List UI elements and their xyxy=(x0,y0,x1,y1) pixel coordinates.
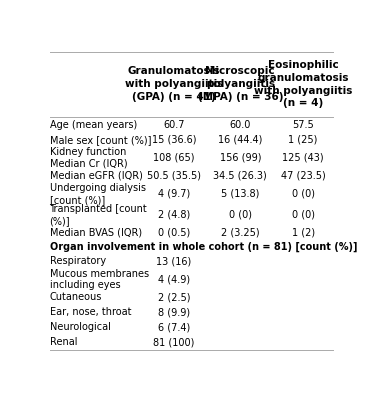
Text: Kidney function
Median Cr (IQR): Kidney function Median Cr (IQR) xyxy=(50,147,127,169)
Text: 108 (65): 108 (65) xyxy=(153,153,195,163)
Text: Cutaneous: Cutaneous xyxy=(50,292,102,302)
Text: 16 (44.4): 16 (44.4) xyxy=(218,135,263,145)
Text: Transplanted [count
(%)]: Transplanted [count (%)] xyxy=(50,204,147,226)
Text: 81 (100): 81 (100) xyxy=(153,337,194,347)
Text: Renal: Renal xyxy=(50,337,77,347)
Text: 4 (9.7): 4 (9.7) xyxy=(158,189,190,199)
Text: 156 (99): 156 (99) xyxy=(220,153,261,163)
Text: 2 (2.5): 2 (2.5) xyxy=(157,292,190,302)
Text: Neurological: Neurological xyxy=(50,322,110,332)
Text: 0 (0): 0 (0) xyxy=(229,210,252,220)
Text: Organ involvement in whole cohort (n = 81) [count (%)]: Organ involvement in whole cohort (n = 8… xyxy=(50,242,357,252)
Text: 2 (4.8): 2 (4.8) xyxy=(158,210,190,220)
Text: 15 (36.6): 15 (36.6) xyxy=(151,135,196,145)
Text: Granulomatosis
with polyangiitis
(GPA) (n = 41): Granulomatosis with polyangiitis (GPA) (… xyxy=(125,66,223,102)
Text: 0 (0): 0 (0) xyxy=(292,189,315,199)
Text: Ear, nose, throat: Ear, nose, throat xyxy=(50,308,131,318)
Text: Mucous membranes
including eyes: Mucous membranes including eyes xyxy=(50,269,149,290)
Text: 5 (13.8): 5 (13.8) xyxy=(221,189,260,199)
Text: Eosinophilic
granulomatosis
with polyangiitis
(n = 4): Eosinophilic granulomatosis with polyang… xyxy=(254,60,352,108)
Text: 60.7: 60.7 xyxy=(163,120,185,130)
Text: 60.0: 60.0 xyxy=(230,120,251,130)
Text: 4 (4.9): 4 (4.9) xyxy=(158,274,190,284)
Text: 2 (3.25): 2 (3.25) xyxy=(221,228,260,238)
Text: 13 (16): 13 (16) xyxy=(156,256,191,266)
Text: 34.5 (26.3): 34.5 (26.3) xyxy=(213,171,267,181)
Text: Microscopic
polyangiitis
(MPA) (n = 36): Microscopic polyangiitis (MPA) (n = 36) xyxy=(198,66,283,102)
Text: Age (mean years): Age (mean years) xyxy=(50,120,137,130)
Text: 0 (0.5): 0 (0.5) xyxy=(158,228,190,238)
Text: 57.5: 57.5 xyxy=(292,120,314,130)
Text: 47 (23.5): 47 (23.5) xyxy=(281,171,326,181)
Text: 1 (2): 1 (2) xyxy=(292,228,315,238)
Text: Respiratory: Respiratory xyxy=(50,256,106,266)
Text: Median BVAS (IQR): Median BVAS (IQR) xyxy=(50,228,142,238)
Text: Undergoing dialysis
[count (%)]: Undergoing dialysis [count (%)] xyxy=(50,183,145,205)
Text: 8 (9.9): 8 (9.9) xyxy=(158,308,190,318)
Text: Male sex [count (%)]: Male sex [count (%)] xyxy=(50,135,151,145)
Text: 50.5 (35.5): 50.5 (35.5) xyxy=(147,171,201,181)
Text: 6 (7.4): 6 (7.4) xyxy=(158,322,190,332)
Text: Median eGFR (IQR): Median eGFR (IQR) xyxy=(50,171,142,181)
Text: 0 (0): 0 (0) xyxy=(292,210,315,220)
Text: 125 (43): 125 (43) xyxy=(282,153,324,163)
Text: 1 (25): 1 (25) xyxy=(288,135,318,145)
